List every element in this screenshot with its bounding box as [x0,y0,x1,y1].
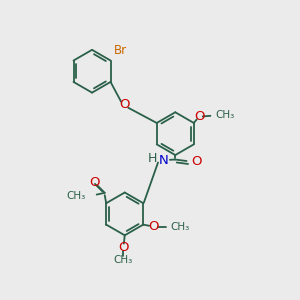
Text: CH₃: CH₃ [170,222,189,232]
Text: O: O [119,98,130,111]
Text: Br: Br [114,44,127,57]
Text: CH₃: CH₃ [215,110,235,120]
Text: CH₃: CH₃ [66,191,86,201]
Text: H: H [147,152,157,165]
Text: O: O [89,176,100,189]
Text: O: O [194,110,204,123]
Text: N: N [158,154,168,166]
Text: CH₃: CH₃ [114,255,133,265]
Text: O: O [148,220,159,233]
Text: O: O [192,155,202,168]
Text: O: O [118,241,128,254]
